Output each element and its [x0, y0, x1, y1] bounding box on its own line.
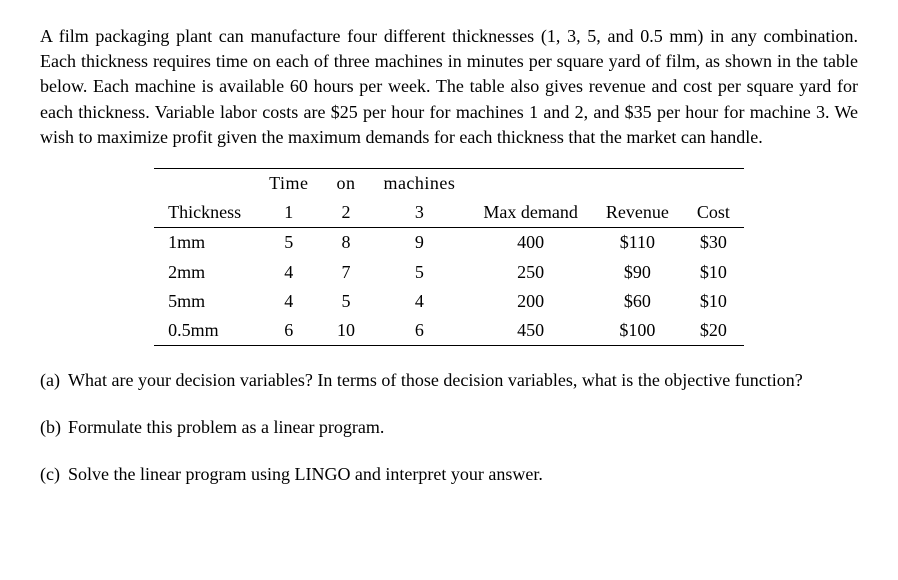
table-row: 0.5mm 6 10 6 450 $100 $20	[154, 316, 744, 346]
cell-rev: $100	[592, 316, 683, 346]
span-header-on: on	[322, 168, 369, 198]
col-header-maxdemand: Max demand	[469, 198, 591, 228]
cell-cost: $10	[683, 258, 744, 287]
question-text: Solve the linear program using LINGO and…	[68, 462, 858, 487]
col-header-cost: Cost	[683, 198, 744, 228]
cell-rev: $60	[592, 287, 683, 316]
col-header-thickness: Thickness	[154, 198, 255, 228]
question-label: (a)	[40, 368, 68, 393]
cell-max: 450	[469, 316, 591, 346]
span-header-machines: machines	[369, 168, 469, 198]
span-header-time: Time	[255, 168, 322, 198]
cell-m3: 6	[369, 316, 469, 346]
cell-m3: 9	[369, 228, 469, 258]
cell-rev: $110	[592, 228, 683, 258]
table-row: 5mm 4 5 4 200 $60 $10	[154, 287, 744, 316]
question-label: (b)	[40, 415, 68, 440]
question-b: (b) Formulate this problem as a linear p…	[40, 415, 858, 440]
cell-cost: $10	[683, 287, 744, 316]
col-header-m2: 2	[322, 198, 369, 228]
cell-m2: 10	[322, 316, 369, 346]
cell-m3: 5	[369, 258, 469, 287]
col-header-m3: 3	[369, 198, 469, 228]
cell-thickness: 0.5mm	[154, 316, 255, 346]
question-c: (c) Solve the linear program using LINGO…	[40, 462, 858, 487]
problem-paragraph: A film packaging plant can manufacture f…	[40, 24, 858, 150]
cell-m2: 7	[322, 258, 369, 287]
cell-max: 200	[469, 287, 591, 316]
cell-cost: $20	[683, 316, 744, 346]
cell-thickness: 2mm	[154, 258, 255, 287]
cell-max: 400	[469, 228, 591, 258]
question-label: (c)	[40, 462, 68, 487]
cell-max: 250	[469, 258, 591, 287]
cell-thickness: 1mm	[154, 228, 255, 258]
cell-m2: 5	[322, 287, 369, 316]
cell-m2: 8	[322, 228, 369, 258]
cell-m1: 5	[255, 228, 322, 258]
cell-m1: 4	[255, 258, 322, 287]
cell-m3: 4	[369, 287, 469, 316]
table-row: 2mm 4 7 5 250 $90 $10	[154, 258, 744, 287]
question-text: Formulate this problem as a linear progr…	[68, 415, 858, 440]
cell-cost: $30	[683, 228, 744, 258]
cell-m1: 4	[255, 287, 322, 316]
questions-list: (a) What are your decision variables? In…	[40, 368, 858, 488]
question-text: What are your decision variables? In ter…	[68, 368, 858, 393]
cell-thickness: 5mm	[154, 287, 255, 316]
question-a: (a) What are your decision variables? In…	[40, 368, 858, 393]
col-header-m1: 1	[255, 198, 322, 228]
cell-m1: 6	[255, 316, 322, 346]
data-table: Time on machines Thickness 1 2 3 Max dem…	[154, 168, 744, 346]
cell-rev: $90	[592, 258, 683, 287]
table-row: 1mm 5 8 9 400 $110 $30	[154, 228, 744, 258]
col-header-revenue: Revenue	[592, 198, 683, 228]
